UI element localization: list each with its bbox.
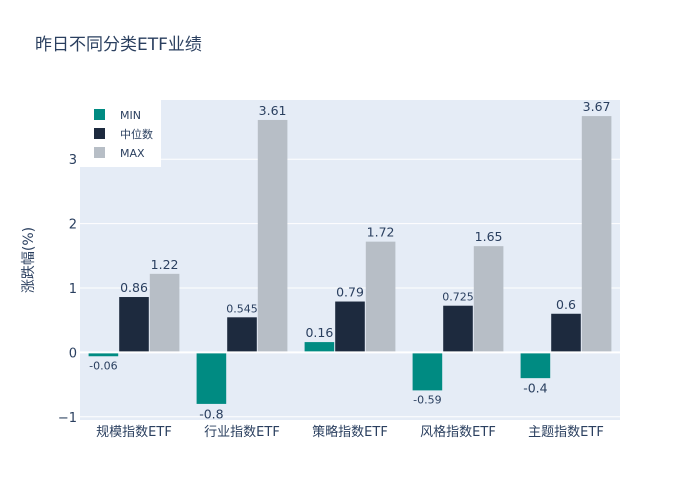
x-tick-label: 行业指数ETF: [204, 425, 280, 440]
y-tick-label: 1: [69, 282, 77, 297]
bar-MAX[interactable]: [257, 119, 288, 353]
legend[interactable]: MIN 中位数 MAX: [80, 100, 161, 167]
data-labels: -0.06 0.861.22 -0.8 0.545 3.61 0.16 0.79 1.72 -0…: [89, 99, 610, 421]
bar-中位数[interactable]: [551, 313, 581, 353]
bar-MIN[interactable]: [520, 352, 551, 379]
bar-MIN[interactable]: [196, 352, 227, 404]
bar-中位数[interactable]: [227, 317, 257, 353]
legend-label: 中位数: [120, 127, 153, 141]
data-label: 3.61: [259, 103, 287, 118]
data-label: -0.4: [523, 381, 547, 396]
legend-swatch: [94, 109, 105, 120]
bar-MIN[interactable]: [412, 352, 443, 391]
data-label: -0.06: [89, 359, 117, 372]
bar-MAX[interactable]: [473, 246, 504, 353]
data-label: -0.8: [199, 406, 223, 421]
data-label: 0.725: [442, 291, 474, 304]
data-label: 0.79: [336, 285, 364, 300]
legend-item[interactable]: MAX: [94, 147, 145, 160]
bar-MAX[interactable]: [149, 273, 180, 353]
data-label: 0.545: [226, 302, 258, 315]
x-axis-ticks: 规模指数ETF 行业指数ETF 策略指数ETF 风格指数ETF 主题指数ETF: [96, 424, 604, 440]
bar-MIN[interactable]: [88, 352, 119, 357]
x-tick-label: 规模指数ETF: [96, 425, 172, 440]
data-label: 0.16: [305, 325, 333, 340]
legend-swatch: [94, 128, 105, 139]
bar-中位数[interactable]: [443, 305, 473, 353]
y-tick-label: 3: [69, 153, 77, 168]
bars: [88, 116, 612, 404]
data-label: 1.72: [367, 225, 395, 240]
data-label: 0.86: [120, 280, 148, 295]
bar-MIN[interactable]: [304, 342, 335, 353]
data-label: 1.65: [475, 229, 503, 244]
chart-title: 昨日不同分类ETF业绩: [35, 35, 202, 55]
data-label: 0.6: [556, 297, 576, 312]
data-label: 3.67: [583, 99, 611, 114]
y-tick-label: 0: [69, 346, 77, 361]
legend-box: [80, 100, 161, 167]
x-tick-label: 策略指数ETF: [312, 424, 388, 440]
y-axis-ticks: −1 0 1 2 3: [58, 153, 77, 426]
bar-中位数[interactable]: [335, 301, 365, 353]
data-label: 1.22: [151, 257, 179, 272]
legend-label: MAX: [120, 147, 145, 160]
y-tick-label: −1: [58, 411, 77, 426]
legend-item[interactable]: 中位数: [94, 127, 153, 141]
bar-MAX[interactable]: [581, 116, 612, 353]
y-axis-label: 涨跌幅(%): [21, 227, 37, 293]
bar-MAX[interactable]: [365, 241, 396, 353]
bar-中位数[interactable]: [119, 297, 149, 353]
legend-item[interactable]: MIN: [94, 109, 141, 122]
legend-label: MIN: [120, 109, 141, 122]
data-label: -0.59: [413, 393, 441, 406]
x-tick-label: 风格指数ETF: [420, 424, 496, 440]
legend-swatch: [94, 147, 105, 158]
y-tick-label: 2: [69, 218, 77, 233]
x-tick-label: 主题指数ETF: [528, 425, 604, 440]
